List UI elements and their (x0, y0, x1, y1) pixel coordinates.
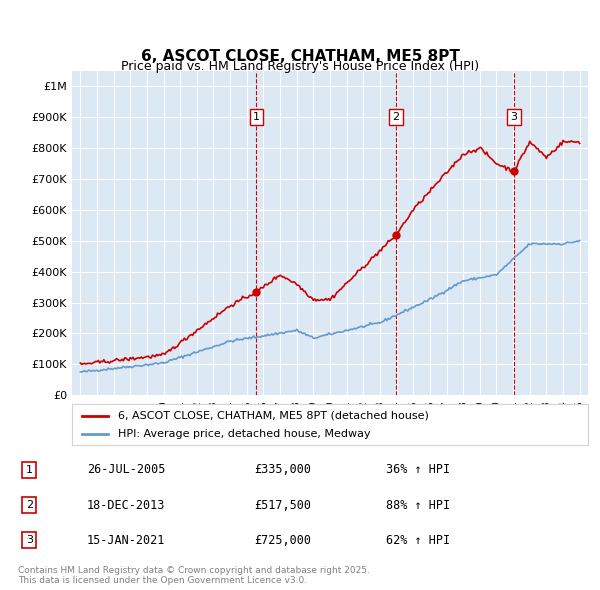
Text: 1: 1 (253, 112, 260, 122)
Text: 6, ASCOT CLOSE, CHATHAM, ME5 8PT (detached house): 6, ASCOT CLOSE, CHATHAM, ME5 8PT (detach… (118, 411, 430, 421)
Text: 2: 2 (26, 500, 33, 510)
Text: 62% ↑ HPI: 62% ↑ HPI (386, 533, 451, 547)
Text: 88% ↑ HPI: 88% ↑ HPI (386, 499, 451, 512)
Text: 36% ↑ HPI: 36% ↑ HPI (386, 463, 451, 477)
Text: £725,000: £725,000 (254, 533, 311, 547)
Text: 18-DEC-2013: 18-DEC-2013 (87, 499, 165, 512)
Text: Contains HM Land Registry data © Crown copyright and database right 2025.
This d: Contains HM Land Registry data © Crown c… (18, 566, 370, 585)
Text: 15-JAN-2021: 15-JAN-2021 (87, 533, 165, 547)
Text: £517,500: £517,500 (254, 499, 311, 512)
Text: Price paid vs. HM Land Registry's House Price Index (HPI): Price paid vs. HM Land Registry's House … (121, 60, 479, 73)
Text: 1: 1 (26, 465, 33, 475)
Text: 3: 3 (510, 112, 517, 122)
Text: 6, ASCOT CLOSE, CHATHAM, ME5 8PT: 6, ASCOT CLOSE, CHATHAM, ME5 8PT (140, 48, 460, 64)
Text: 2: 2 (392, 112, 400, 122)
Text: HPI: Average price, detached house, Medway: HPI: Average price, detached house, Medw… (118, 429, 371, 439)
Text: £335,000: £335,000 (254, 463, 311, 477)
Text: 3: 3 (26, 535, 33, 545)
Text: 26-JUL-2005: 26-JUL-2005 (87, 463, 165, 477)
